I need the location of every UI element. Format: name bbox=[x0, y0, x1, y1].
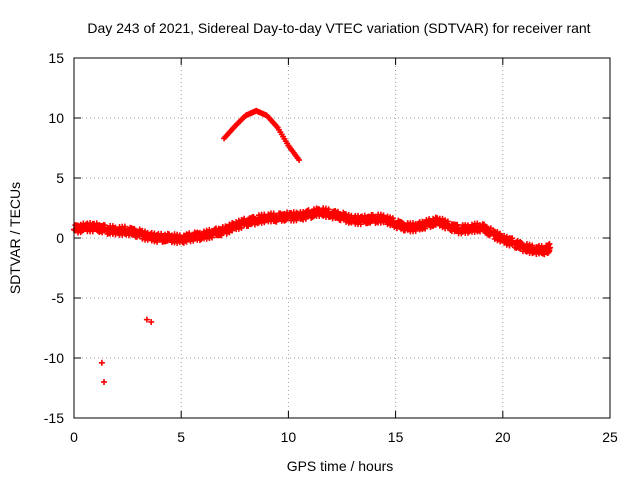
data-point bbox=[454, 221, 461, 228]
axis-ticks: 0 5 10 15 20 25 -15 -10 -5 0 5 10 15 bbox=[44, 50, 618, 445]
x-tick-label: 5 bbox=[177, 429, 185, 445]
y-tick-label: 5 bbox=[56, 170, 64, 186]
data-point bbox=[209, 234, 216, 241]
data-point bbox=[302, 215, 309, 222]
x-tick-label: 10 bbox=[281, 429, 297, 445]
data-point bbox=[509, 235, 516, 242]
y-axis-label: SDTVAR / TECUs bbox=[7, 182, 23, 294]
data-point bbox=[412, 227, 419, 234]
data-point bbox=[121, 223, 128, 230]
x-axis-label: GPS time / hours bbox=[287, 458, 394, 474]
data-point bbox=[229, 227, 236, 234]
data-point bbox=[273, 218, 280, 225]
data-point bbox=[241, 215, 248, 222]
grid bbox=[74, 58, 610, 418]
x-tick-label: 0 bbox=[70, 429, 78, 445]
y-tick-label: -15 bbox=[44, 410, 64, 426]
x-tick-label: 25 bbox=[602, 429, 618, 445]
data-point bbox=[325, 206, 332, 213]
data-point bbox=[154, 238, 161, 245]
x-tick-label: 15 bbox=[388, 429, 404, 445]
data-point bbox=[380, 212, 387, 219]
data-point bbox=[444, 218, 451, 225]
data-point bbox=[218, 232, 225, 239]
data-point bbox=[293, 217, 300, 224]
data-point bbox=[357, 221, 364, 228]
data-points bbox=[71, 107, 553, 385]
y-tick-label: 15 bbox=[48, 50, 64, 66]
data-point bbox=[143, 316, 150, 323]
data-point bbox=[148, 319, 155, 325]
data-point bbox=[186, 230, 193, 237]
y-tick-label: 0 bbox=[56, 230, 64, 246]
chart-title: Day 243 of 2021, Sidereal Day-to-day VTE… bbox=[87, 20, 590, 36]
data-point bbox=[546, 244, 553, 251]
y-tick-label: -5 bbox=[52, 290, 65, 306]
data-point bbox=[422, 225, 429, 232]
y-tick-label: -10 bbox=[44, 350, 64, 366]
data-point bbox=[432, 221, 439, 228]
data-point bbox=[101, 379, 108, 385]
y-tick-label: 10 bbox=[48, 110, 64, 126]
data-point bbox=[529, 242, 536, 249]
data-point bbox=[389, 215, 396, 222]
data-point bbox=[89, 228, 96, 235]
x-tick-label: 20 bbox=[495, 429, 511, 445]
data-point bbox=[296, 157, 303, 163]
data-point bbox=[98, 359, 105, 366]
